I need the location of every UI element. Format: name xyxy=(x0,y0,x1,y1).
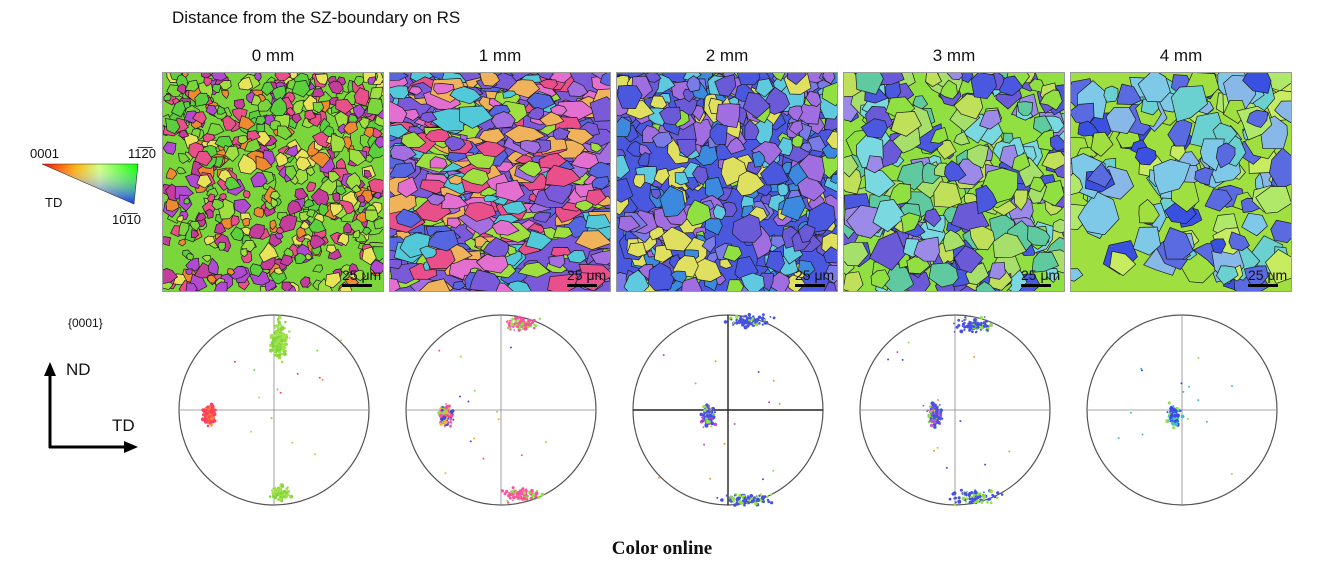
column-label: 0 mm xyxy=(251,46,295,65)
pole-figure-label: {0001} xyxy=(68,316,103,330)
pole-figure xyxy=(178,314,370,506)
ebsd-map-image xyxy=(844,73,1064,291)
scale-bar-label: 25 μm xyxy=(1248,267,1288,283)
scale-bar-label: 25 μm xyxy=(795,267,835,283)
pole-figure xyxy=(632,313,824,507)
column-label: 4 mm xyxy=(1159,46,1203,65)
scale-bar-line xyxy=(342,284,372,287)
column-label: 3 mm xyxy=(932,46,976,65)
scale-bar-line xyxy=(567,284,597,287)
ipf-label-11-20: 11̅2̅0 xyxy=(128,146,156,161)
ipf-label-td: TD xyxy=(45,195,63,210)
ebsd-map-image xyxy=(617,73,837,291)
scale-bar-line xyxy=(1021,284,1051,287)
axes-arrows xyxy=(44,362,138,453)
axis-label-nd: ND xyxy=(66,360,91,379)
figure-caption: Color online xyxy=(611,538,713,559)
ipf-label-10-10: 10̅1̅0 xyxy=(112,212,141,227)
pole-figure xyxy=(859,314,1051,506)
scale-bar: 25 μm xyxy=(1248,268,1287,287)
scale-bar-label: 25 μm xyxy=(567,267,607,283)
ebsd-map-image xyxy=(163,73,383,291)
pole-figure xyxy=(405,314,597,506)
scale-bar-label: 25 μm xyxy=(1021,267,1061,283)
ipf-label-0001: 0001 xyxy=(30,146,59,161)
ebsd-map xyxy=(843,72,1065,292)
scale-bar: 25 μm xyxy=(342,268,381,287)
axis-label-td: TD xyxy=(112,416,135,435)
scale-bar: 25 μm xyxy=(795,268,834,287)
scale-bar: 25 μm xyxy=(1021,268,1060,287)
reference-axes: ND TD xyxy=(40,360,150,460)
scale-bar-label: 25 μm xyxy=(342,267,382,283)
scale-bar-line xyxy=(795,284,825,287)
ipf-color-legend: 0001 11̅2̅0 TD 10̅1̅0 xyxy=(30,140,170,240)
pole-figure xyxy=(1086,314,1278,506)
ebsd-map xyxy=(1070,72,1292,292)
scale-bar-line xyxy=(1248,284,1278,287)
ebsd-map-image xyxy=(1071,73,1291,291)
column-label: 2 mm xyxy=(705,46,749,65)
column-label: 1 mm xyxy=(478,46,522,65)
ebsd-map xyxy=(162,72,384,292)
ebsd-map xyxy=(389,72,611,292)
figure-header: Distance from the SZ-boundary on RS xyxy=(172,8,461,27)
ebsd-map-image xyxy=(390,73,610,291)
ipf-triangle xyxy=(41,163,139,205)
ebsd-map xyxy=(616,72,838,292)
scale-bar: 25 μm xyxy=(567,268,606,287)
